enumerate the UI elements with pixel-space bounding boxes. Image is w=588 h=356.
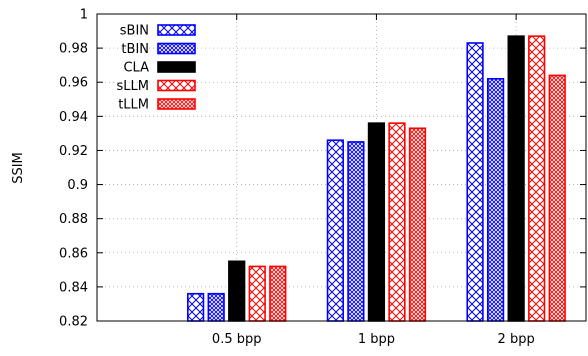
y-tick-label: 0.96 [59, 76, 88, 91]
bar-tBIN-1 [347, 141, 365, 322]
bar-tLLM-2 [548, 74, 566, 322]
bar-sBIN-1 [326, 139, 344, 322]
x-tick-label: 2 bpp [498, 332, 535, 347]
y-tick-label: 0.86 [59, 246, 88, 261]
bar-tLLM-1 [408, 127, 427, 322]
bars [187, 35, 566, 322]
bar-CLA-1 [367, 122, 386, 322]
legend-label-CLA: CLA [123, 61, 149, 76]
legend-label-sLLM: sLLM [117, 79, 149, 94]
y-tick-label: 0.82 [59, 315, 88, 330]
legend-label-tBIN: tBIN [121, 42, 149, 57]
y-tick-label: 0.92 [59, 144, 88, 159]
legend-label-tLLM: tLLM [118, 98, 149, 113]
bar-sLLM-2 [528, 35, 546, 322]
x-tick-label: 0.5 bpp [212, 332, 262, 347]
legend: sBIN tBIN CLA sLLM tLLM [117, 24, 196, 113]
bar-tLLM-0 [269, 265, 287, 322]
plot-border [96, 13, 587, 322]
y-axis-title: SSIM [11, 152, 26, 184]
bar-sBIN-2 [466, 42, 484, 322]
bar-tBIN-0 [207, 292, 225, 322]
y-tick-label: 0.88 [59, 212, 88, 227]
legend-swatch-tBIN [157, 42, 196, 55]
bar-sBIN-0 [187, 292, 205, 322]
bar-CLA-2 [507, 35, 525, 322]
legend-swatch-sBIN [157, 24, 196, 36]
bar-tBIN-2 [486, 78, 505, 322]
plot-frame [96, 13, 587, 322]
legend-swatch-CLA [157, 61, 196, 73]
x-tick-label: 1 bpp [358, 332, 395, 347]
y-tick-label: 0.98 [59, 42, 88, 57]
bar-sLLM-1 [388, 122, 406, 322]
y-tick-label: 1 [80, 8, 88, 23]
y-tick-label: 0.84 [59, 280, 88, 295]
y-tick-label: 0.94 [59, 110, 88, 125]
legend-swatch-sLLM [157, 79, 196, 92]
legend-swatch-tLLM [157, 98, 196, 110]
bar-sLLM-0 [248, 265, 266, 322]
y-tick-label: 0.9 [67, 178, 88, 193]
tick-labels: 0.82 0.84 0.86 0.88 0.9 0.92 0.94 0.96 0.98 1 0.5 … [59, 8, 535, 348]
legend-label-sBIN: sBIN [120, 24, 149, 39]
bar-CLA-0 [228, 260, 246, 322]
